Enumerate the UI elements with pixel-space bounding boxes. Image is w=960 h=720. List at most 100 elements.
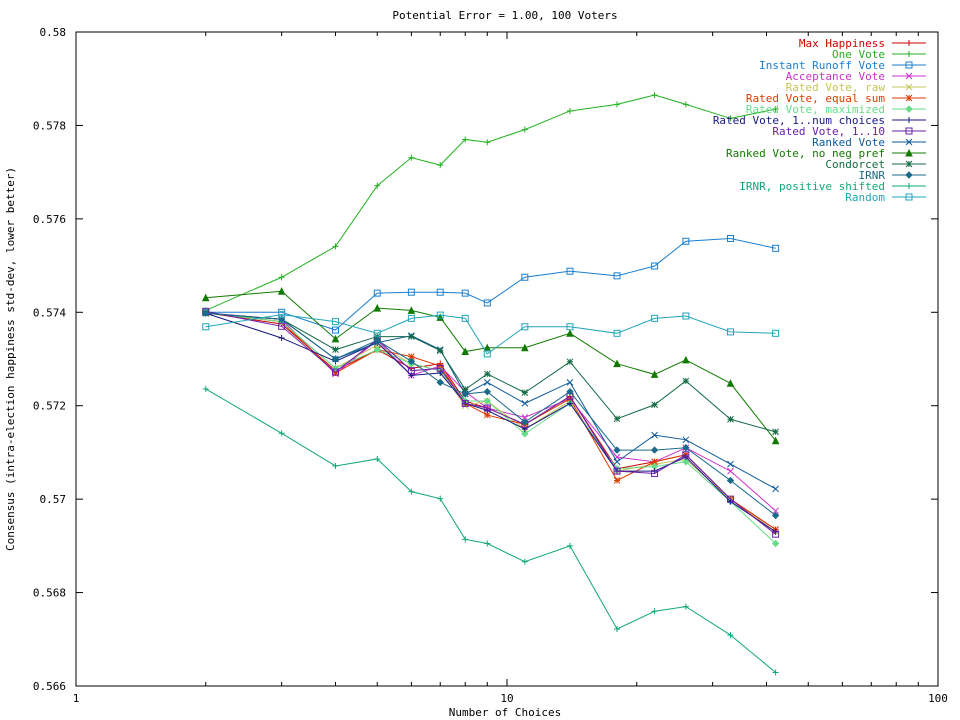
data-point: [682, 436, 690, 444]
data-point: [278, 322, 286, 330]
y-tick-label: 0.578: [33, 119, 66, 132]
data-point: [905, 61, 913, 69]
series-line: [205, 312, 776, 530]
data-point: [521, 418, 529, 426]
data-point: [374, 182, 381, 189]
legend-entry-label: Rated Vote, 1..10: [772, 125, 885, 138]
series: [202, 307, 780, 538]
data-point: [373, 345, 381, 354]
data-point: [772, 485, 779, 493]
legend-entry-label: One Vote: [832, 48, 885, 61]
data-point: [483, 411, 491, 419]
data-point: [613, 467, 621, 475]
data-point: [651, 458, 658, 466]
data-point: [906, 40, 912, 46]
data-point: [566, 400, 573, 407]
data-point: [566, 329, 574, 337]
x-axis-label: Number of Choices: [449, 706, 562, 719]
data-point: [614, 626, 621, 633]
data-point: [331, 326, 339, 334]
data-point: [202, 309, 210, 317]
data-point: [682, 603, 689, 610]
data-point: [461, 399, 469, 407]
data-point: [682, 451, 690, 459]
series: [202, 234, 780, 334]
data-point: [566, 323, 574, 331]
x-tick-label: 100: [928, 692, 948, 705]
data-point: [277, 287, 286, 295]
series-line: [205, 312, 776, 530]
data-point: [483, 397, 491, 405]
data-point: [905, 127, 913, 135]
data-point: [906, 183, 912, 189]
data-point: [682, 312, 690, 320]
data-point: [566, 107, 573, 114]
data-point: [461, 289, 469, 297]
data-point: [905, 193, 913, 201]
data-point: [771, 436, 780, 445]
data-point: [483, 387, 491, 396]
data-point: [331, 368, 339, 376]
data-point: [436, 347, 444, 354]
legend-entry-label: Rated Vote, raw: [786, 81, 886, 94]
data-point: [772, 106, 779, 113]
data-point: [373, 329, 381, 337]
data-point: [905, 171, 913, 179]
data-point: [651, 431, 658, 439]
data-point: [461, 314, 469, 322]
legend-entry-label: Condorcet: [825, 158, 885, 171]
data-point: [771, 539, 780, 548]
data-point: [521, 389, 529, 396]
data-point: [651, 469, 659, 477]
data-point: [682, 237, 690, 245]
data-point: [613, 446, 621, 454]
data-point: [331, 355, 340, 363]
data-point: [772, 530, 780, 538]
data-point: [905, 160, 913, 168]
data-point: [331, 318, 339, 326]
data-point: [566, 358, 574, 366]
data-point: [651, 401, 658, 409]
data-point: [650, 370, 659, 378]
data-point: [905, 94, 913, 102]
series-line: [205, 237, 776, 331]
series-line: [205, 290, 777, 442]
plot-frame: [75, 31, 939, 687]
series: [202, 309, 780, 520]
data-point: [408, 333, 415, 340]
series: [202, 309, 779, 533]
legend-entry-label: Ranked Vote: [812, 136, 885, 149]
series: [202, 385, 779, 676]
data-point: [905, 148, 913, 157]
data-point: [331, 334, 340, 343]
data-point: [682, 444, 690, 452]
data-point: [613, 329, 621, 337]
data-point: [614, 101, 621, 108]
data-point: [521, 126, 528, 133]
data-point: [407, 288, 415, 296]
data-point: [407, 314, 415, 322]
legend-entry-label: Acceptance Vote: [786, 70, 885, 83]
series: [202, 92, 779, 314]
series-line: [205, 312, 776, 533]
data-point: [682, 458, 690, 466]
data-point: [651, 92, 658, 99]
series: [202, 309, 779, 536]
data-point: [373, 303, 382, 312]
data-point: [905, 138, 913, 146]
data-point: [373, 336, 381, 345]
data-point: [771, 511, 780, 520]
series: [202, 309, 780, 548]
legend-entry-label: IRNR: [859, 169, 886, 182]
data-point: [651, 314, 659, 322]
data-point: [772, 244, 780, 252]
y-tick-label: 0.572: [33, 400, 66, 413]
y-tick-label: 0.568: [33, 587, 66, 600]
series-line: [205, 388, 776, 673]
data-point: [373, 289, 381, 297]
data-point: [461, 386, 469, 393]
data-point: [727, 467, 734, 475]
data-point: [437, 495, 444, 502]
data-point: [484, 540, 491, 547]
